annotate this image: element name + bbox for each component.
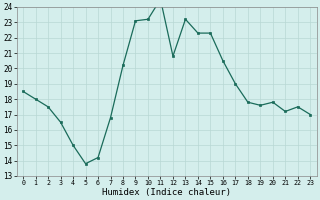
X-axis label: Humidex (Indice chaleur): Humidex (Indice chaleur) — [102, 188, 231, 197]
